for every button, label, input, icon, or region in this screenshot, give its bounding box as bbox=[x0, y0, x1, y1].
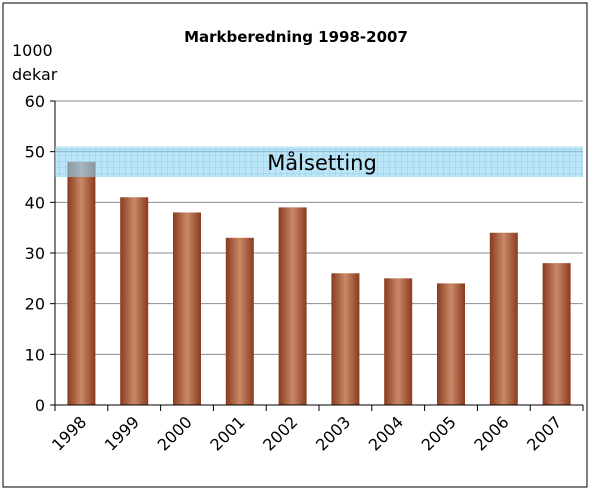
annotation-label: Målsetting bbox=[267, 150, 377, 175]
bar bbox=[384, 278, 413, 405]
bar bbox=[225, 237, 254, 405]
y-tick-label: 20 bbox=[25, 295, 45, 314]
chart-title: Markberedning 1998-2007 bbox=[184, 28, 408, 46]
y-tick-label: 60 bbox=[25, 92, 45, 111]
bar bbox=[437, 283, 465, 405]
bar bbox=[542, 263, 571, 405]
bar bbox=[120, 197, 149, 405]
bar bbox=[67, 161, 96, 405]
y-axis-label: dekar bbox=[12, 65, 58, 84]
bar bbox=[489, 232, 518, 405]
y-axis-label: 1000 bbox=[12, 41, 53, 60]
bar bbox=[331, 273, 360, 405]
bar bbox=[278, 207, 307, 405]
y-tick-label: 30 bbox=[25, 244, 45, 263]
bar bbox=[173, 212, 201, 405]
y-tick-label: 0 bbox=[35, 396, 45, 415]
y-tick-label: 40 bbox=[25, 193, 45, 212]
y-tick-label: 50 bbox=[25, 143, 45, 162]
target-band-grid bbox=[55, 146, 583, 177]
y-tick-label: 10 bbox=[25, 345, 45, 364]
